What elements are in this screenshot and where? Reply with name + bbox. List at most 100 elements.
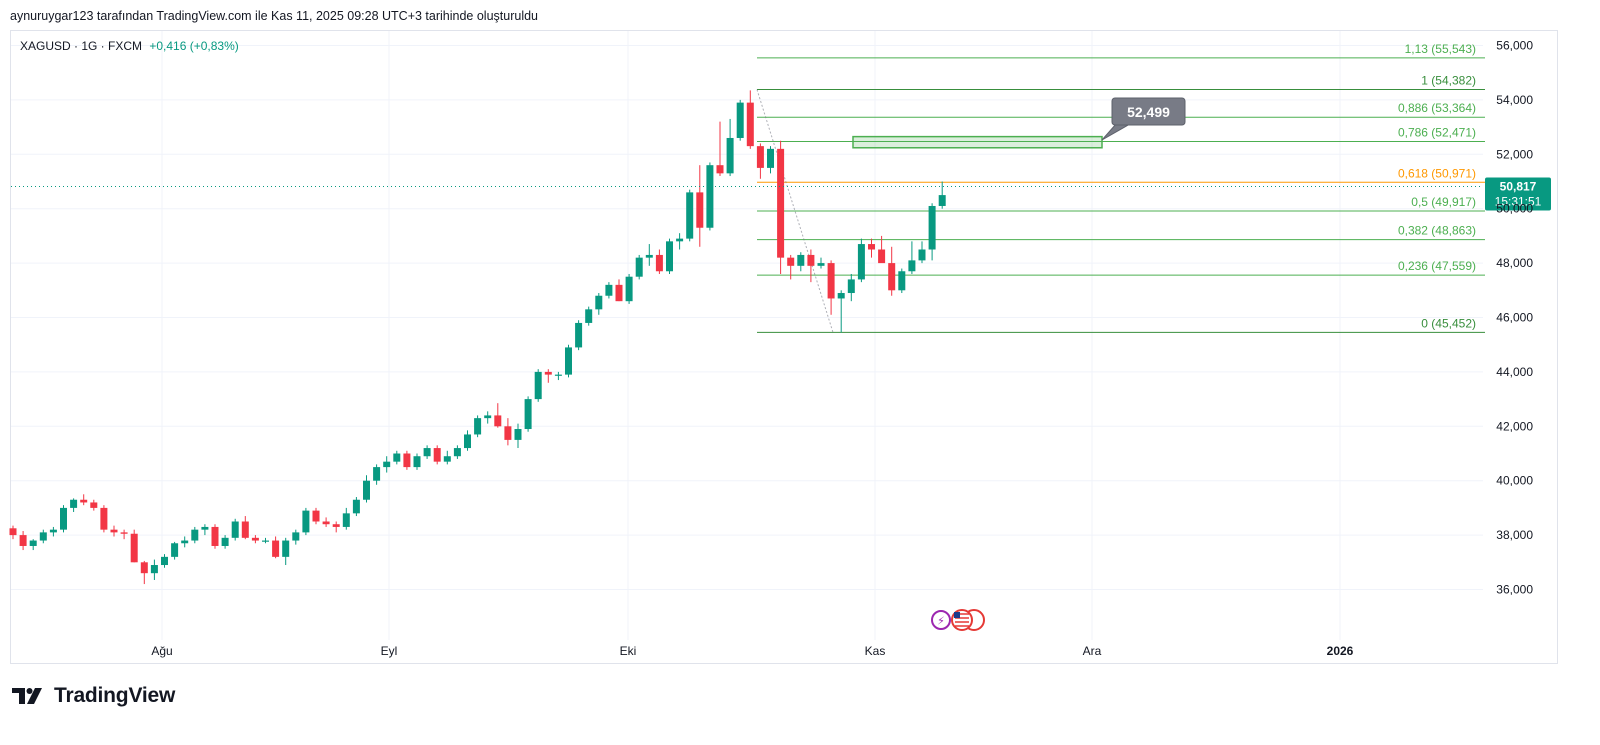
candle xyxy=(585,306,593,326)
candle-body xyxy=(211,526,219,546)
candle xyxy=(686,189,694,242)
candle xyxy=(756,143,764,179)
candle-body xyxy=(767,148,774,168)
candle xyxy=(352,497,360,517)
candle-body xyxy=(302,510,310,533)
candle-body xyxy=(817,263,825,266)
candle xyxy=(150,559,158,580)
tradingview-logo[interactable]: TradingView xyxy=(12,684,175,708)
symbol-label[interactable]: XAGUSD · 1G · FXCM xyxy=(20,39,143,53)
candle xyxy=(19,531,27,551)
candle xyxy=(302,507,310,536)
candle-body xyxy=(645,254,653,258)
fib-level-label: 1,13 (55,543) xyxy=(1405,42,1476,56)
candle-body xyxy=(342,513,350,527)
fib-level-label: 0,886 (53,364) xyxy=(1398,101,1476,115)
last-price-countdown: 15:31:51 xyxy=(1495,194,1542,208)
candle xyxy=(888,246,896,296)
candle xyxy=(898,268,906,294)
candle xyxy=(736,99,744,141)
candle-body xyxy=(292,532,300,541)
symbol-legend[interactable]: XAGUSD · 1G · FXCM +0,416 (+0,83%) xyxy=(20,39,239,53)
fib-retracement[interactable]: 1,13 (55,543) 1 (54,382) 0,886 (53,364) 0,7… xyxy=(756,42,1485,333)
x-tick-label: Eyl xyxy=(381,644,398,658)
candle xyxy=(90,499,98,511)
candle xyxy=(191,526,199,544)
candle-body xyxy=(908,260,916,272)
candle xyxy=(403,450,411,470)
candle xyxy=(49,526,57,537)
candle xyxy=(777,140,785,274)
candle-body xyxy=(90,502,98,508)
candle-body xyxy=(605,284,613,296)
fib-level-label: 1 (54,382) xyxy=(1421,74,1476,88)
candle xyxy=(938,181,946,209)
candle-body xyxy=(534,371,542,400)
price-change: +0,416 (+0,83%) xyxy=(149,39,239,53)
candle-body xyxy=(898,271,906,291)
candle-body xyxy=(514,429,522,440)
candle-body xyxy=(575,322,583,348)
candle-body xyxy=(807,254,815,266)
candle xyxy=(120,529,128,540)
candle-body xyxy=(716,165,724,174)
candle xyxy=(565,344,572,378)
candle xyxy=(221,535,229,549)
candle-body xyxy=(312,510,320,522)
candle-body xyxy=(423,448,431,457)
candle xyxy=(575,320,583,351)
candle xyxy=(746,90,754,149)
candle xyxy=(605,282,613,299)
candle-body xyxy=(595,295,603,310)
candle-body xyxy=(635,257,643,277)
x-tick-label: Ağu xyxy=(151,644,172,658)
candle xyxy=(504,418,512,446)
candle xyxy=(171,541,179,560)
event-icons: ⚡ xyxy=(931,609,985,631)
candle xyxy=(676,233,684,250)
candle-body xyxy=(191,529,199,541)
brand-name: TradingView xyxy=(54,684,176,707)
candle xyxy=(706,162,714,231)
candle-body xyxy=(272,540,280,557)
candle xyxy=(80,494,88,506)
candle xyxy=(161,554,168,568)
candle xyxy=(817,257,825,269)
candle-body xyxy=(49,529,57,533)
candle xyxy=(544,369,552,383)
candle-body xyxy=(787,257,795,266)
candle-body xyxy=(696,192,704,228)
chart-frame xyxy=(10,30,1558,664)
candle-body xyxy=(39,532,47,541)
candle xyxy=(847,273,855,302)
candle xyxy=(383,456,391,473)
y-tick-label: 42,000 xyxy=(1496,419,1533,433)
candle xyxy=(857,238,865,283)
candle-body xyxy=(494,415,502,427)
candle xyxy=(312,507,320,525)
candle-body xyxy=(706,165,714,228)
candle-body xyxy=(615,284,623,302)
fib-level-label: 0,786 (52,471) xyxy=(1398,125,1476,139)
candle xyxy=(554,371,562,381)
candle-body xyxy=(363,480,370,500)
candle xyxy=(918,241,926,264)
candle xyxy=(262,537,269,544)
y-tick-label: 52,000 xyxy=(1496,147,1533,161)
candle xyxy=(9,525,17,540)
candle xyxy=(827,260,835,315)
y-tick-label: 56,000 xyxy=(1496,39,1533,53)
candle xyxy=(908,241,916,274)
callout-pointer xyxy=(1101,123,1132,141)
candle-body xyxy=(9,528,17,536)
candle-body xyxy=(262,540,269,542)
candle xyxy=(140,560,148,585)
candle xyxy=(787,254,795,280)
candle-body xyxy=(928,205,936,250)
candle xyxy=(423,445,431,459)
candle-body xyxy=(726,137,734,174)
candle xyxy=(868,238,875,258)
tradingview-logo-icon xyxy=(12,688,42,704)
candle xyxy=(635,254,643,280)
